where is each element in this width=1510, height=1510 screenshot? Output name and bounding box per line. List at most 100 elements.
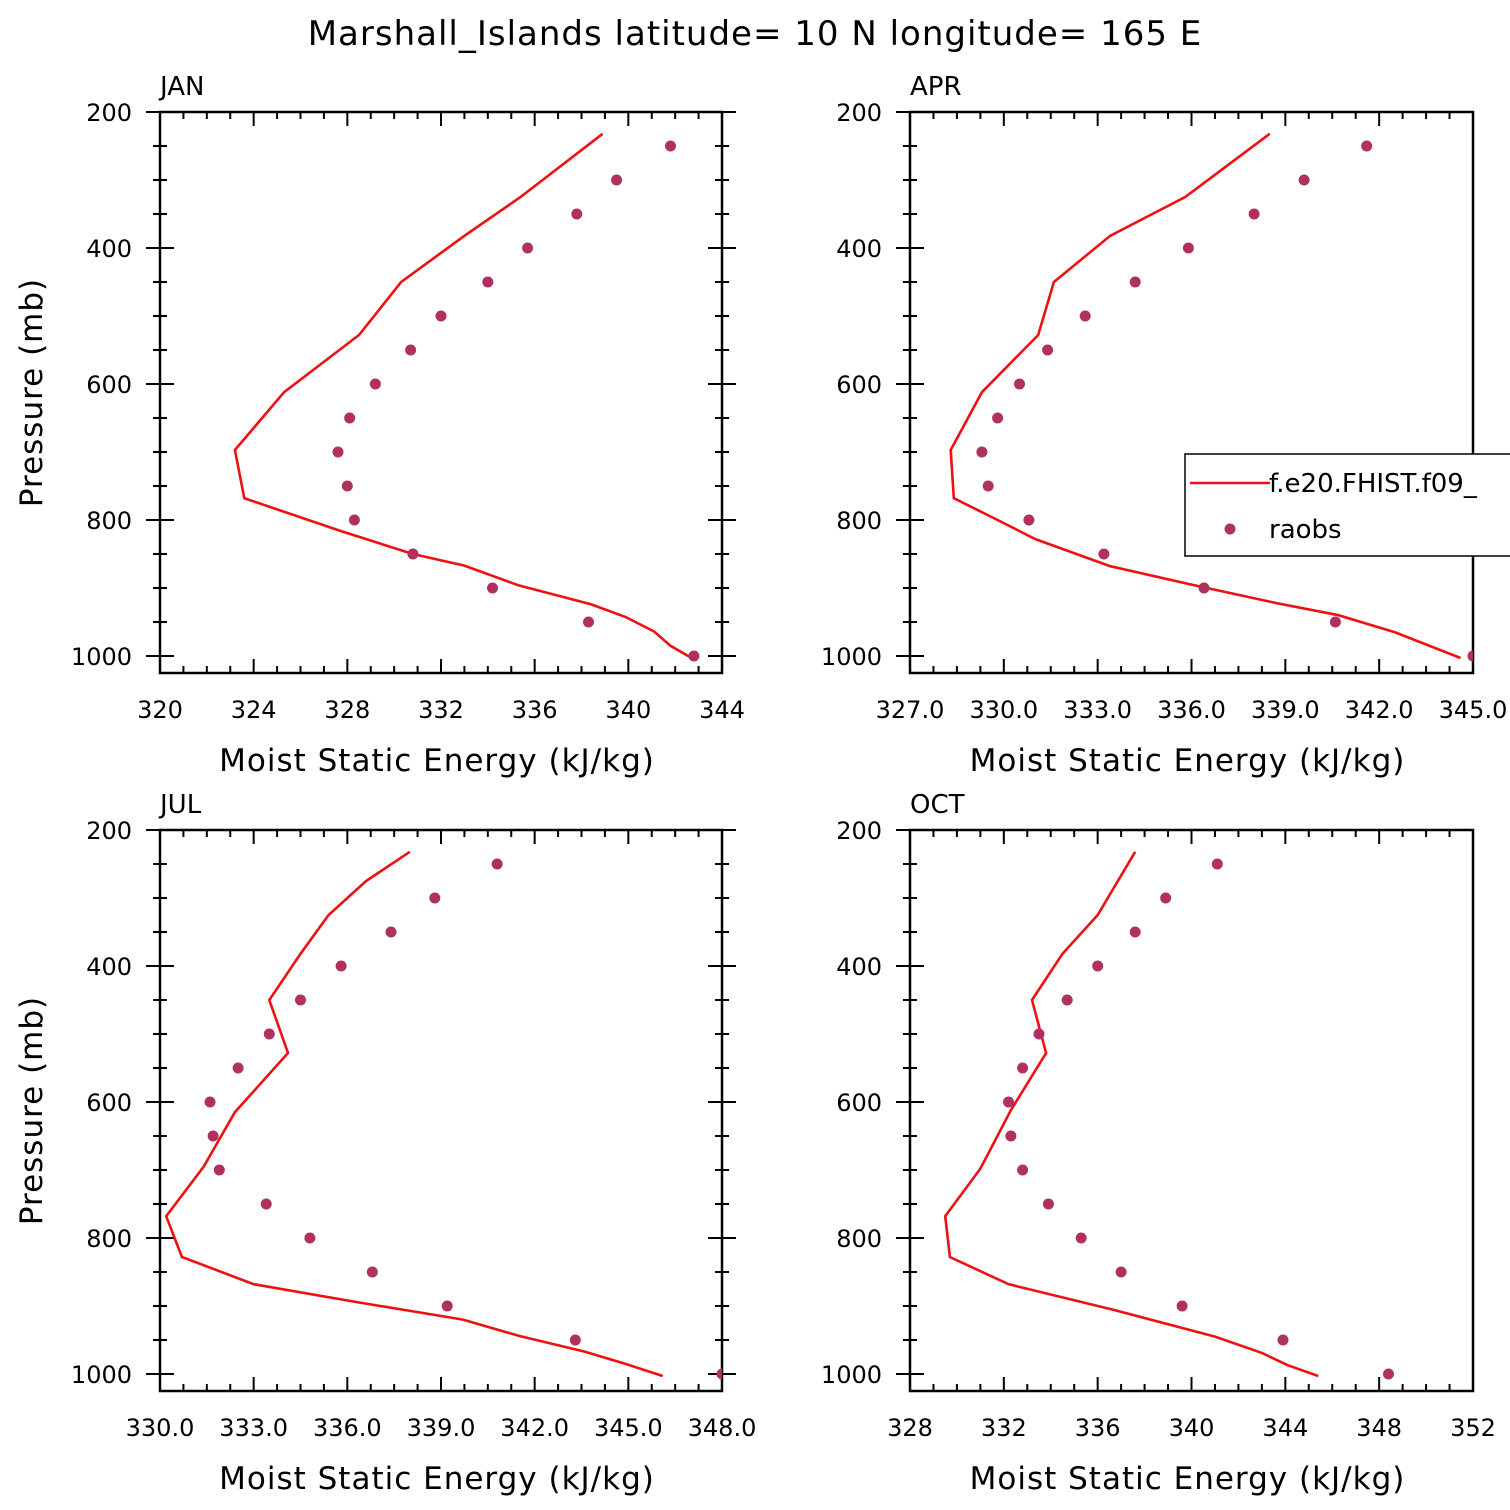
y-tick-label: 200 <box>836 817 882 845</box>
raobs-point <box>611 174 623 186</box>
series-group <box>943 851 1394 1380</box>
raobs-point <box>1017 1164 1029 1176</box>
raobs-point <box>688 650 700 662</box>
model-line <box>233 132 693 660</box>
raobs-point <box>1176 1300 1188 1312</box>
y-tick-label: 1000 <box>821 1361 882 1389</box>
x-tick-label: 333.0 <box>219 1414 288 1442</box>
model-line <box>943 851 1319 1378</box>
panel-oct: OCT 328 332 336 340 344 348 352 200 400 600 800 1000… <box>821 790 1496 1497</box>
x-tick-label: 345.0 <box>1439 696 1508 724</box>
raobs-point <box>1329 616 1341 628</box>
raobs-point <box>583 616 594 628</box>
series-group <box>949 132 1473 662</box>
panel-title: JUL <box>158 790 202 820</box>
x-axis-label: Moist Static Energy (kJ/kg) <box>970 1461 1406 1497</box>
raobs-point <box>1098 548 1110 560</box>
raobs-point <box>1005 1130 1017 1142</box>
y-tick-label: 400 <box>86 953 132 981</box>
raobs-point <box>1023 514 1035 526</box>
raobs-point <box>304 1232 316 1244</box>
y-ticks <box>896 111 924 657</box>
y-tick-label: 200 <box>86 817 132 845</box>
y-tick-label: 200 <box>836 99 882 127</box>
raobs-point <box>665 140 676 152</box>
x-tick-label: 348.0 <box>688 1414 757 1442</box>
plot-frame <box>908 828 1475 1393</box>
raobs-point <box>295 994 306 1006</box>
raobs-point <box>385 926 397 938</box>
y-tick-label: 800 <box>836 1225 882 1253</box>
raobs-point <box>1129 276 1141 288</box>
raobs-point <box>487 582 498 594</box>
panel-title: APR <box>910 72 962 102</box>
x-tick-label: 352 <box>1450 1414 1496 1442</box>
raobs-point <box>335 960 347 972</box>
raobs-point <box>1211 858 1223 870</box>
raobs-point <box>260 1198 272 1210</box>
series-group <box>164 850 722 1380</box>
panel-jul: JUL 330.0 333.0 336.0 339.0 342.0 345.0 348.0 20… <box>14 790 756 1497</box>
raobs-point <box>569 1334 581 1346</box>
legend: f.e20.FHIST.f09_raobs <box>1184 453 1510 557</box>
y-tick-label: 800 <box>86 1225 132 1253</box>
raobs-point <box>441 1300 453 1312</box>
raobs-point <box>1298 174 1310 186</box>
raobs-point <box>407 548 419 560</box>
x-tick-label: 345.0 <box>594 1414 663 1442</box>
figure-title: Marshall_Islands latitude= 10 N longitud… <box>308 14 1203 54</box>
raobs-point <box>1042 344 1054 356</box>
raobs-point <box>348 514 360 526</box>
x-tick-label: 340 <box>605 696 651 724</box>
raobs-point <box>1467 650 1473 662</box>
x-ticks <box>909 830 1474 1391</box>
y-tick-label: 1000 <box>71 1361 132 1389</box>
raobs-point <box>344 412 356 424</box>
model-line <box>949 132 1461 660</box>
x-tick-label: 324 <box>231 696 277 724</box>
raobs-point <box>1248 208 1260 220</box>
model-line <box>164 850 664 1378</box>
raobs-point <box>982 480 994 492</box>
raobs-point <box>207 1130 219 1142</box>
y-ticks <box>896 829 924 1375</box>
raobs-point <box>1277 1334 1289 1346</box>
raobs-point <box>1129 926 1141 938</box>
x-tick-label: 339.0 <box>407 1414 476 1442</box>
raobs-point <box>482 276 494 288</box>
raobs-point <box>1014 378 1025 390</box>
raobs-point <box>369 378 381 390</box>
y-tick-label: 800 <box>836 507 882 535</box>
raobs-point <box>522 242 534 254</box>
raobs-point <box>204 1096 216 1108</box>
x-tick-label: 320 <box>137 696 183 724</box>
panel-title: JAN <box>158 72 204 102</box>
raobs-point <box>1361 140 1373 152</box>
x-ticks <box>159 830 723 1391</box>
raobs-point <box>405 344 417 356</box>
raobs-point <box>1092 960 1104 972</box>
y-tick-label: 200 <box>86 99 132 127</box>
y-ticks <box>146 829 736 1375</box>
x-ticks <box>909 112 1474 673</box>
y-tick-label: 600 <box>836 371 882 399</box>
series-group <box>233 132 700 662</box>
raobs-point <box>341 480 353 492</box>
raobs-point <box>1033 1028 1045 1040</box>
x-tick-label: 340 <box>1169 1414 1215 1442</box>
y-axis-label: Pressure (mb) <box>14 278 50 507</box>
raobs-point <box>571 208 583 220</box>
raobs-point <box>232 1062 244 1074</box>
x-tick-label: 344 <box>1262 1414 1308 1442</box>
x-ticks <box>159 112 723 673</box>
y-tick-label: 600 <box>86 1089 132 1117</box>
legend-entry-raobs: raobs <box>1269 515 1342 545</box>
x-tick-label: 336 <box>512 696 558 724</box>
y-axis-label: Pressure (mb) <box>14 996 50 1225</box>
plot-frame <box>158 828 724 1393</box>
x-tick-label: 348 <box>1356 1414 1402 1442</box>
y-ticks <box>146 111 736 657</box>
y-tick-label: 600 <box>86 371 132 399</box>
x-tick-label: 327.0 <box>876 696 945 724</box>
